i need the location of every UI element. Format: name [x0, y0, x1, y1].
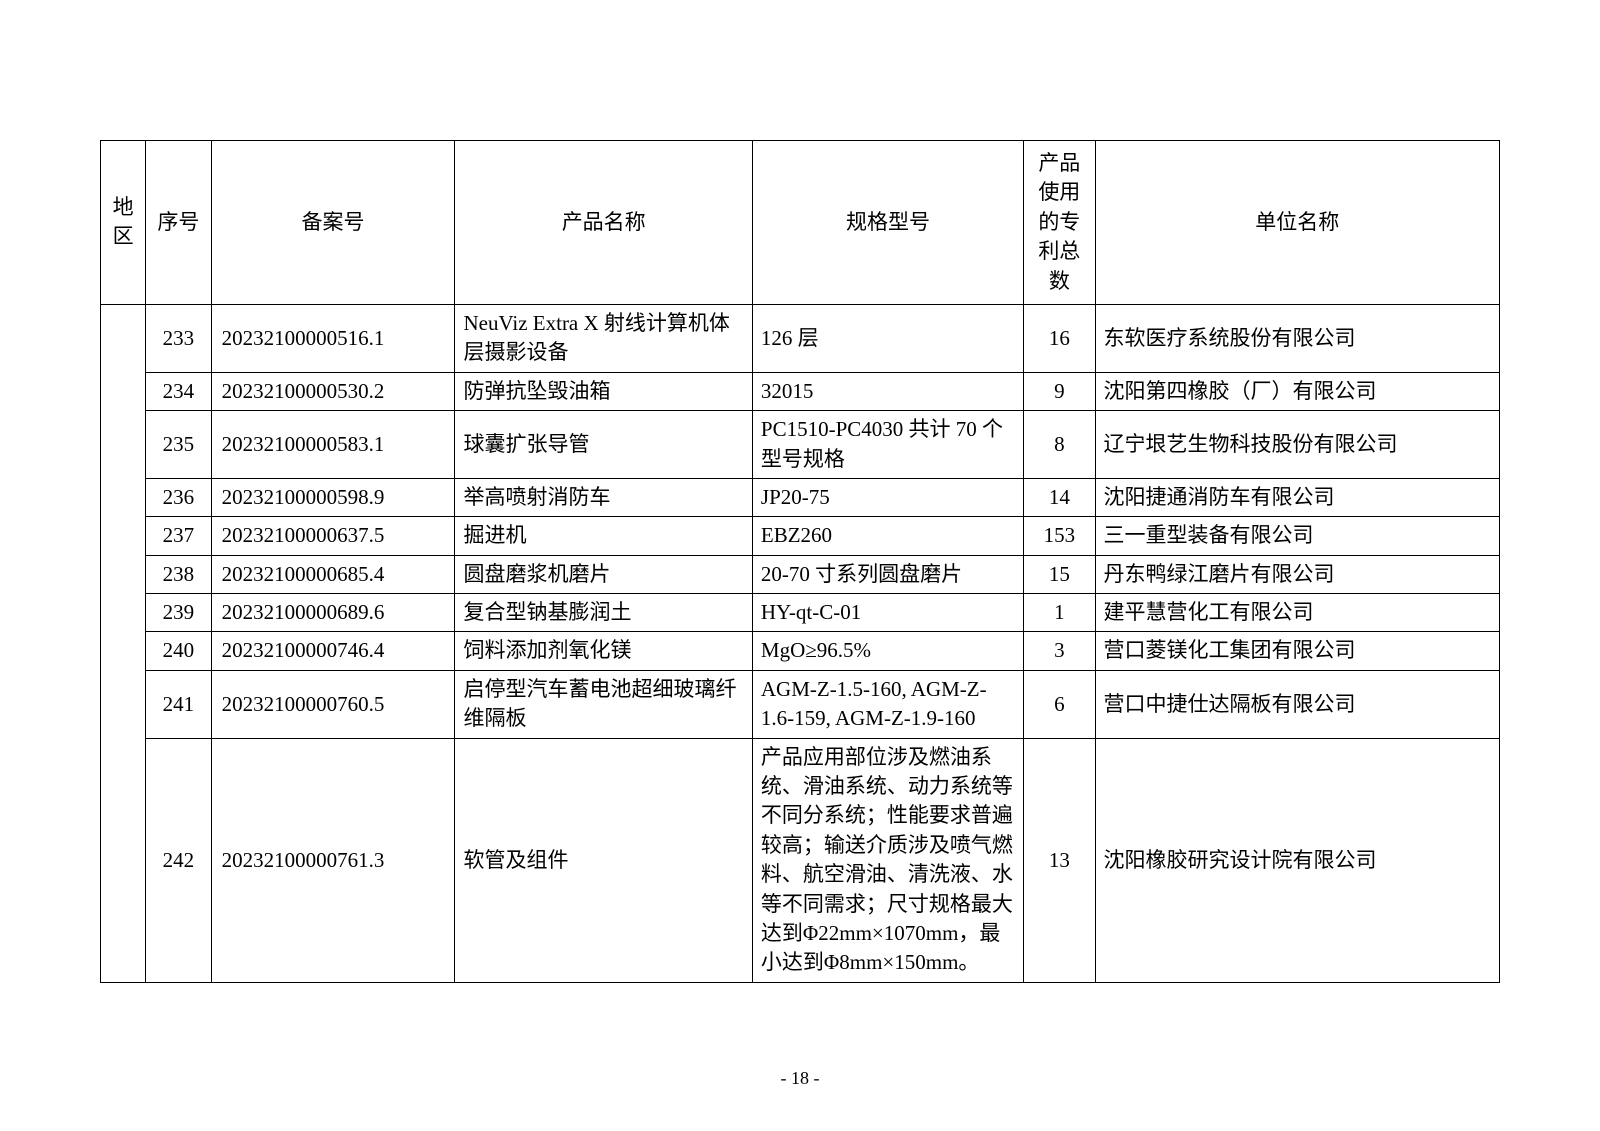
product-cell: 软管及组件	[455, 738, 752, 982]
record-cell: 20232100000761.3	[211, 738, 455, 982]
spec-cell: EBZ260	[752, 517, 1023, 555]
header-product: 产品名称	[455, 141, 752, 305]
patents-cell: 153	[1024, 517, 1095, 555]
spec-cell: AGM-Z-1.5-160, AGM-Z-1.6-159, AGM-Z-1.9-…	[752, 670, 1023, 738]
table-row: 237 20232100000637.5 掘进机 EBZ260 153 三一重型…	[101, 517, 1500, 555]
record-cell: 20232100000689.6	[211, 594, 455, 632]
company-cell: 营口菱镁化工集团有限公司	[1095, 632, 1500, 670]
patents-cell: 1	[1024, 594, 1095, 632]
record-cell: 20232100000685.4	[211, 555, 455, 593]
patents-cell: 15	[1024, 555, 1095, 593]
table-row: 233 20232100000516.1 NeuViz Extra X 射线计算…	[101, 304, 1500, 372]
record-cell: 20232100000530.2	[211, 372, 455, 410]
header-seq-label: 序号	[157, 210, 199, 234]
table-header: 地区 序号 备案号 产品名称 规格型号 产品使用的专利总数 单位名称	[101, 141, 1500, 305]
seq-cell: 235	[146, 411, 211, 479]
product-cell: NeuViz Extra X 射线计算机体层摄影设备	[455, 304, 752, 372]
record-cell: 20232100000583.1	[211, 411, 455, 479]
product-cell: 掘进机	[455, 517, 752, 555]
spec-cell: HY-qt-C-01	[752, 594, 1023, 632]
record-cell: 20232100000516.1	[211, 304, 455, 372]
patent-product-table: 地区 序号 备案号 产品名称 规格型号 产品使用的专利总数 单位名称 233 2…	[100, 140, 1500, 983]
record-cell: 20232100000746.4	[211, 632, 455, 670]
patents-cell: 14	[1024, 478, 1095, 516]
patents-cell: 8	[1024, 411, 1095, 479]
header-region: 地区	[101, 141, 146, 305]
spec-cell: 126 层	[752, 304, 1023, 372]
table-row: 235 20232100000583.1 球囊扩张导管 PC1510-PC403…	[101, 411, 1500, 479]
company-cell: 丹东鸭绿江磨片有限公司	[1095, 555, 1500, 593]
product-cell: 饲料添加剂氧化镁	[455, 632, 752, 670]
product-cell: 圆盘磨浆机磨片	[455, 555, 752, 593]
product-cell: 防弹抗坠毁油箱	[455, 372, 752, 410]
seq-cell: 238	[146, 555, 211, 593]
company-cell: 辽宁垠艺生物科技股份有限公司	[1095, 411, 1500, 479]
spec-cell: PC1510-PC4030 共计 70 个型号规格	[752, 411, 1023, 479]
table-row: 236 20232100000598.9 举高喷射消防车 JP20-75 14 …	[101, 478, 1500, 516]
seq-cell: 241	[146, 670, 211, 738]
table-row: 234 20232100000530.2 防弹抗坠毁油箱 32015 9 沈阳第…	[101, 372, 1500, 410]
spec-cell: 产品应用部位涉及燃油系统、滑油系统、动力系统等不同分系统；性能要求普遍较高；输送…	[752, 738, 1023, 982]
seq-cell: 237	[146, 517, 211, 555]
spec-cell: 20-70 寸系列圆盘磨片	[752, 555, 1023, 593]
header-product-label: 产品名称	[562, 210, 646, 234]
header-record-label: 备案号	[302, 210, 365, 234]
product-cell: 复合型钠基膨润土	[455, 594, 752, 632]
table-row: 241 20232100000760.5 启停型汽车蓄电池超细玻璃纤维隔板 AG…	[101, 670, 1500, 738]
company-cell: 沈阳橡胶研究设计院有限公司	[1095, 738, 1500, 982]
company-cell: 营口中捷仕达隔板有限公司	[1095, 670, 1500, 738]
region-cell	[101, 304, 146, 982]
header-patents: 产品使用的专利总数	[1024, 141, 1095, 305]
seq-cell: 233	[146, 304, 211, 372]
patents-cell: 16	[1024, 304, 1095, 372]
product-cell: 举高喷射消防车	[455, 478, 752, 516]
product-cell: 球囊扩张导管	[455, 411, 752, 479]
company-cell: 三一重型装备有限公司	[1095, 517, 1500, 555]
company-cell: 沈阳捷通消防车有限公司	[1095, 478, 1500, 516]
spec-cell: 32015	[752, 372, 1023, 410]
table-row: 238 20232100000685.4 圆盘磨浆机磨片 20-70 寸系列圆盘…	[101, 555, 1500, 593]
table-header-row: 地区 序号 备案号 产品名称 规格型号 产品使用的专利总数 单位名称	[101, 141, 1500, 305]
patents-cell: 9	[1024, 372, 1095, 410]
company-cell: 建平慧营化工有限公司	[1095, 594, 1500, 632]
patents-cell: 6	[1024, 670, 1095, 738]
spec-cell: MgO≥96.5%	[752, 632, 1023, 670]
record-cell: 20232100000760.5	[211, 670, 455, 738]
header-company-label: 单位名称	[1255, 210, 1339, 234]
seq-cell: 240	[146, 632, 211, 670]
header-spec: 规格型号	[752, 141, 1023, 305]
patents-cell: 13	[1024, 738, 1095, 982]
header-region-label: 地区	[113, 195, 134, 248]
table-row: 239 20232100000689.6 复合型钠基膨润土 HY-qt-C-01…	[101, 594, 1500, 632]
header-patents-label: 产品使用的专利总数	[1038, 151, 1080, 293]
product-cell: 启停型汽车蓄电池超细玻璃纤维隔板	[455, 670, 752, 738]
seq-cell: 242	[146, 738, 211, 982]
patent-product-table-container: 地区 序号 备案号 产品名称 规格型号 产品使用的专利总数 单位名称 233 2…	[100, 140, 1500, 983]
table-row: 240 20232100000746.4 饲料添加剂氧化镁 MgO≥96.5% …	[101, 632, 1500, 670]
record-cell: 20232100000637.5	[211, 517, 455, 555]
spec-cell: JP20-75	[752, 478, 1023, 516]
seq-cell: 239	[146, 594, 211, 632]
company-cell: 沈阳第四橡胶（厂）有限公司	[1095, 372, 1500, 410]
header-seq: 序号	[146, 141, 211, 305]
seq-cell: 236	[146, 478, 211, 516]
header-company: 单位名称	[1095, 141, 1500, 305]
page-number: - 18 -	[781, 1068, 820, 1089]
patents-cell: 3	[1024, 632, 1095, 670]
company-cell: 东软医疗系统股份有限公司	[1095, 304, 1500, 372]
table-body: 233 20232100000516.1 NeuViz Extra X 射线计算…	[101, 304, 1500, 982]
header-spec-label: 规格型号	[846, 210, 930, 234]
table-row: 242 20232100000761.3 软管及组件 产品应用部位涉及燃油系统、…	[101, 738, 1500, 982]
record-cell: 20232100000598.9	[211, 478, 455, 516]
seq-cell: 234	[146, 372, 211, 410]
header-record: 备案号	[211, 141, 455, 305]
